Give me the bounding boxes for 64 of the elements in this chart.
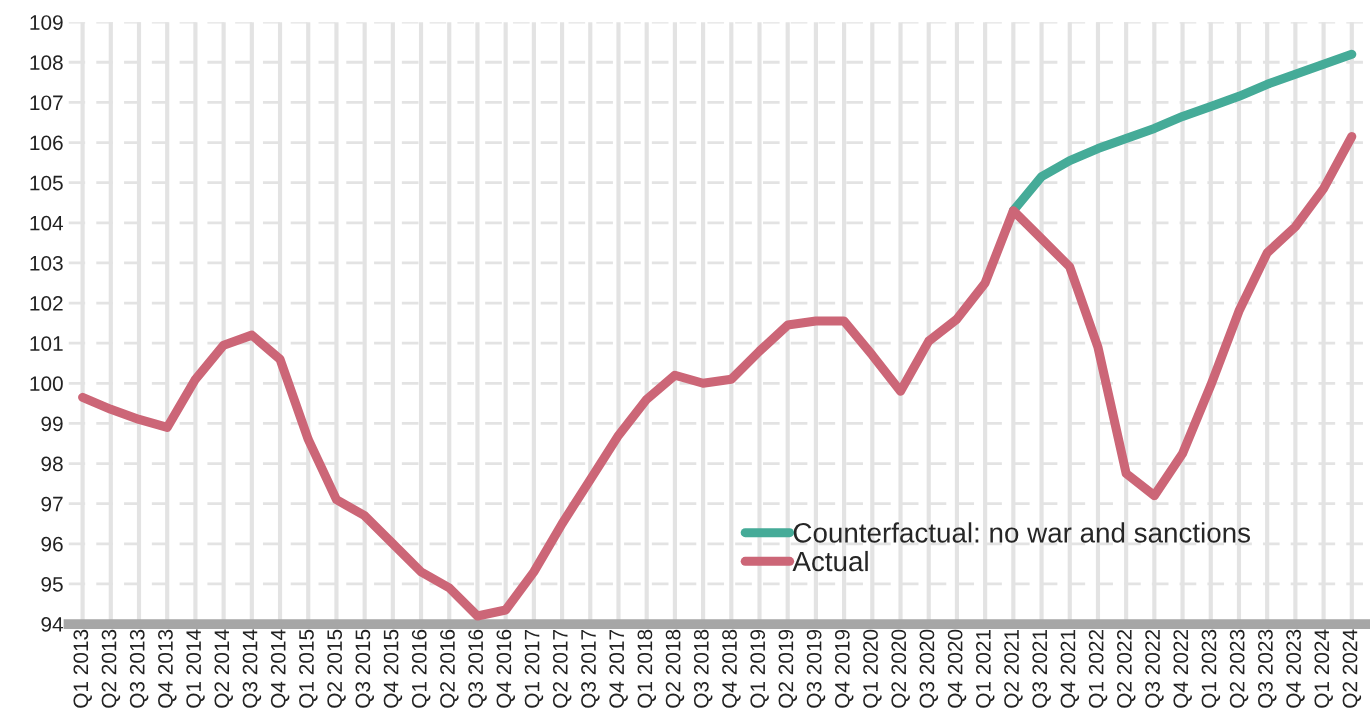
- x-tick-label: Q2 2024: [1342, 629, 1362, 708]
- x-tick-label: Q1 2013: [73, 629, 92, 708]
- y-tick-label: 105: [30, 175, 63, 191]
- x-tick-label: Q1 2022: [1088, 629, 1108, 708]
- x-tick-label: Q1 2018: [637, 629, 657, 708]
- x-tick-label: Q2 2014: [214, 629, 233, 708]
- x-tick-label: Q4 2014: [270, 629, 290, 708]
- x-tick-label: Q3 2020: [919, 629, 939, 708]
- y-tick-label: 109: [30, 15, 63, 30]
- x-tick-label: Q3 2017: [581, 629, 600, 708]
- x-tick-label: Q4 2018: [722, 629, 741, 708]
- x-tick-label: Q3 2016: [468, 629, 487, 708]
- y-tick-label: 97: [41, 496, 63, 512]
- y-tick-label: 96: [41, 536, 63, 552]
- x-tick-label: Q2 2020: [891, 629, 910, 708]
- x-tick-label: Q2 2013: [101, 629, 121, 708]
- x-tick-label: Q4 2017: [609, 629, 628, 708]
- x-tick-label: Q3 2021: [1032, 629, 1051, 708]
- y-tick-label: 107: [30, 95, 63, 111]
- x-tick-label: Q1 2016: [411, 629, 431, 708]
- x-tick-label: Q1 2023: [1201, 629, 1221, 708]
- x-tick-label: Q2 2016: [440, 629, 459, 708]
- x-tick-label: Q1 2015: [299, 629, 318, 708]
- x-tick-label: Q1 2024: [1314, 629, 1333, 708]
- x-tick-label: Q3 2015: [355, 629, 374, 708]
- x-tick-label: Q4 2020: [947, 629, 967, 708]
- x-tick-label: Q3 2019: [806, 629, 826, 708]
- x-tick-label: Q2 2015: [327, 629, 346, 708]
- y-tick-label: 101: [30, 336, 63, 351]
- x-tick-label: Q3 2013: [129, 629, 149, 708]
- x-tick-label: Q4 2019: [834, 629, 854, 708]
- x-tick-label: Q1 2020: [863, 629, 882, 708]
- x-tick-label: Q2 2022: [1116, 629, 1136, 708]
- y-tick-label: 108: [30, 55, 63, 71]
- legend-label: Counterfactual: no war and sanctions: [793, 522, 1251, 543]
- y-tick-label: 106: [30, 135, 63, 151]
- x-tick-label: Q2 2021: [1004, 629, 1023, 708]
- x-tick-label: Q2 2019: [778, 629, 798, 708]
- y-tick-label: 99: [41, 416, 63, 432]
- y-tick-label: 102: [30, 296, 63, 311]
- x-tick-label: Q4 2021: [1060, 629, 1080, 708]
- x-tick-label: Q3 2018: [693, 629, 713, 708]
- y-tick-label: 100: [30, 376, 63, 392]
- y-tick-label: 95: [41, 576, 63, 592]
- x-tick-label: Q3 2022: [1145, 629, 1164, 708]
- y-tick-label: 104: [30, 215, 64, 231]
- x-tick-label: Q1 2014: [186, 629, 205, 708]
- x-tick-label: Q4 2023: [1286, 629, 1305, 708]
- x-tick-label: Q4 2016: [496, 629, 515, 708]
- x-tick-label: Q2 2017: [552, 629, 572, 708]
- y-tick-label: 98: [41, 456, 63, 472]
- x-tick-label: Q2 2023: [1229, 629, 1249, 708]
- x-tick-label: Q1 2019: [750, 629, 769, 708]
- x-tick-label: Q1 2021: [975, 629, 995, 708]
- x-tick-label: Q4 2015: [383, 629, 403, 708]
- x-tick-label: Q4 2022: [1173, 629, 1192, 708]
- x-tick-label: Q1 2017: [524, 629, 544, 708]
- legend-label: Actual: [792, 550, 868, 572]
- x-tick-label: Q2 2018: [665, 629, 685, 708]
- x-tick-label: Q3 2023: [1258, 629, 1277, 708]
- x-tick-label: Q4 2013: [158, 629, 177, 708]
- x-tick-label: Q3 2014: [242, 629, 262, 708]
- y-tick-label: 103: [30, 255, 63, 271]
- y-tick-label: 94: [41, 617, 64, 632]
